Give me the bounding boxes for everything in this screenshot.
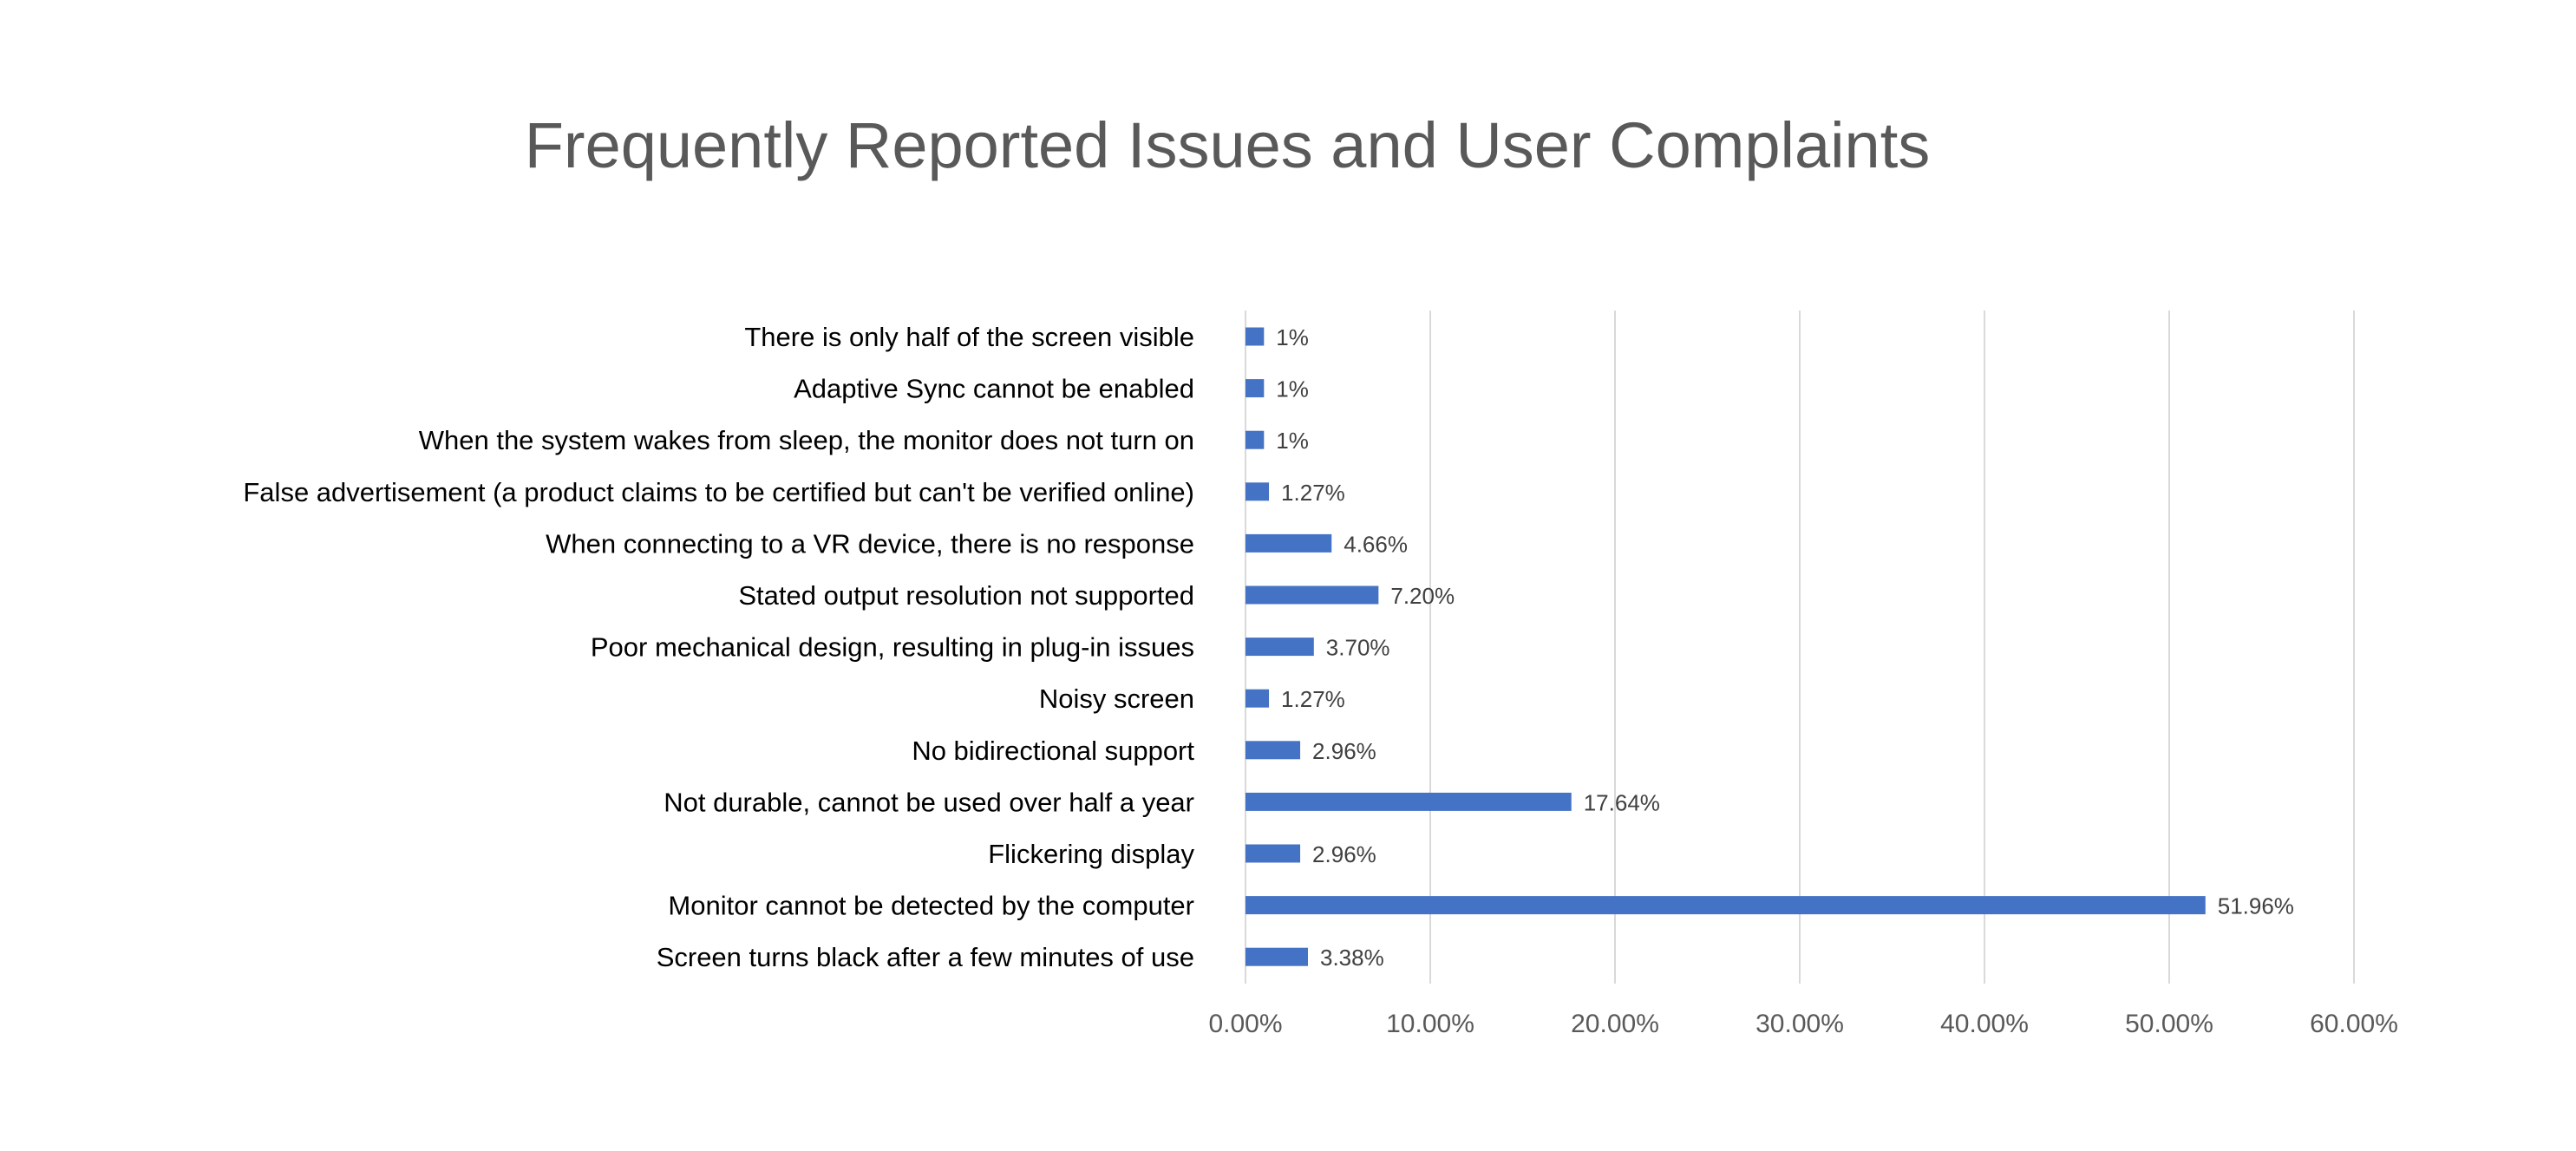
data-label: 51.96%: [2218, 893, 2294, 919]
data-label: 1.27%: [1281, 480, 1345, 506]
x-tick-label: 10.00%: [1386, 1010, 1474, 1038]
x-tick-label: 30.00%: [1755, 1010, 1844, 1038]
bar: [1246, 430, 1265, 449]
x-axis-tick-labels: 0.00% 10.00% 20.00% 30.00% 40.00% 50.00% 60.00…: [1208, 1010, 2397, 1038]
bar: [1246, 947, 1308, 966]
bar: [1246, 792, 1572, 811]
data-label: 3.38%: [1320, 945, 1384, 971]
data-label: 1%: [1276, 428, 1309, 454]
category-label: Poor mechanical design, resulting in plu…: [591, 632, 1194, 663]
bar: [1246, 741, 1301, 760]
x-tick-label: 0.00%: [1208, 1010, 1282, 1038]
data-label: 4.66%: [1344, 531, 1408, 557]
bar: [1246, 482, 1270, 501]
bar: [1246, 585, 1379, 605]
x-tick-label: 40.00%: [1940, 1010, 2029, 1038]
bar: [1246, 844, 1301, 863]
category-label: Monitor cannot be detected by the comput…: [668, 891, 1194, 921]
data-label: 1%: [1276, 324, 1309, 350]
x-tick-label: 50.00%: [2125, 1010, 2213, 1038]
category-labels: There is only half of the screen visible…: [243, 322, 1194, 972]
bar: [1246, 327, 1265, 346]
bar: [1246, 896, 2206, 915]
data-label: 17.64%: [1584, 789, 1660, 815]
category-label: Stated output resolution not supported: [738, 580, 1194, 611]
category-label: Flickering display: [988, 839, 1194, 869]
data-label: 2.96%: [1312, 738, 1376, 764]
gridlines: [1245, 311, 2355, 984]
category-label: When connecting to a VR device, there is…: [546, 528, 1194, 559]
category-label: Not durable, cannot be used over half a …: [664, 787, 1194, 817]
bar: [1246, 689, 1270, 708]
data-label: 2.96%: [1312, 841, 1376, 867]
data-label: 1%: [1276, 376, 1309, 402]
bar: [1246, 379, 1265, 398]
category-label: Adaptive Sync cannot be enabled: [794, 374, 1194, 404]
data-label: 1.27%: [1281, 686, 1345, 712]
data-label: 3.70%: [1326, 635, 1390, 661]
data-label: 7.20%: [1390, 583, 1455, 609]
category-label: No bidirectional support: [912, 736, 1194, 766]
category-label: When the system wakes from sleep, the mo…: [419, 425, 1194, 455]
category-label: Noisy screen: [1039, 683, 1194, 714]
category-label: There is only half of the screen visible: [744, 322, 1194, 352]
data-labels: 1% 1% 1% 1.27% 4.66% 7.20%3.70% 1.27% 2.96% 17.6…: [1276, 324, 2294, 971]
bar: [1246, 638, 1314, 657]
category-label: Screen turns black after a few minutes o…: [657, 942, 1194, 972]
x-tick-label: 60.00%: [2310, 1010, 2398, 1038]
bars: [1246, 327, 2206, 966]
x-tick-label: 20.00%: [1571, 1010, 1659, 1038]
category-label: False advertisement (a product claims to…: [243, 477, 1194, 507]
chart-title: Frequently Reported Issues and User Comp…: [525, 109, 1931, 181]
bar: [1246, 533, 1332, 553]
